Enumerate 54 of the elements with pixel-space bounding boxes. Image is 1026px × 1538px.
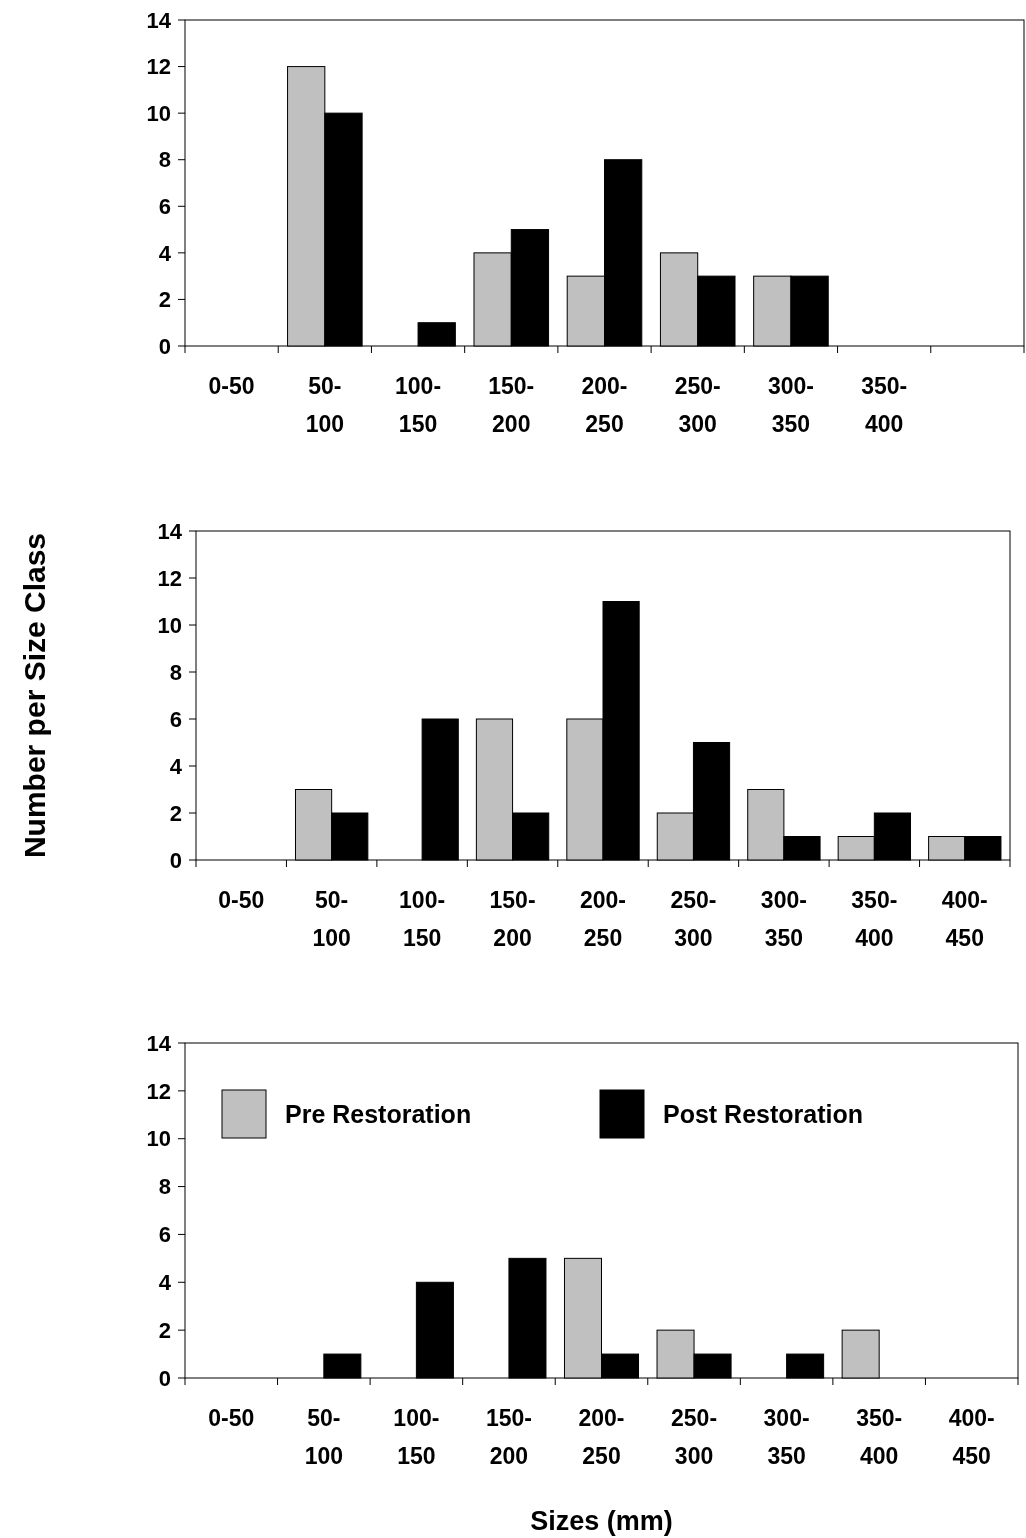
- y-tick-label: 4: [158, 1269, 172, 1295]
- y-tick-label: 8: [158, 147, 171, 173]
- x-tick-label: 50-100: [312, 887, 351, 951]
- y-tick-label: 10: [157, 612, 182, 638]
- x-tick-label: 350-400: [861, 373, 908, 437]
- legend-label: Pre Restoration: [285, 1099, 472, 1128]
- x-tick-label: 200-250: [579, 887, 627, 951]
- y-tick-label: 10: [146, 100, 171, 126]
- x-tick-label: 150-200: [485, 1405, 532, 1469]
- x-tick-label: 400-450: [941, 887, 988, 951]
- x-tick-label: 250-300: [671, 1405, 718, 1469]
- x-tick-label: 400-450: [948, 1405, 995, 1469]
- x-tick-label: 150-200: [489, 887, 536, 951]
- y-tick-label: 10: [146, 1126, 171, 1152]
- x-tick-label: 50-100: [305, 373, 345, 437]
- y-tick-label: 8: [169, 659, 182, 685]
- legend-label: Post Restoration: [663, 1099, 864, 1128]
- x-tick-label: 0-50: [208, 1405, 255, 1431]
- x-tick-label: 200-250: [578, 1405, 625, 1469]
- y-tick-label: 8: [158, 1174, 171, 1200]
- x-tick-label: 0-50: [208, 373, 255, 399]
- y-tick-label: 14: [146, 1030, 172, 1056]
- y-tick-label: 0: [158, 1365, 171, 1391]
- x-tick-label: 200-250: [581, 373, 628, 437]
- x-tick-label: 300-350: [767, 373, 814, 437]
- y-tick-label: 0: [158, 333, 171, 359]
- y-tick-label: 12: [157, 565, 182, 591]
- x-tick-label: 250-300: [674, 373, 721, 437]
- y-tick-label: 12: [146, 54, 171, 80]
- x-tick-label: 0-50: [218, 887, 265, 913]
- y-tick-label: 12: [146, 1078, 171, 1104]
- x-tick-label: 350-400: [856, 1405, 903, 1469]
- y-tick-label: 2: [158, 1317, 171, 1343]
- y-tick-label: 14: [157, 518, 183, 544]
- y-tick-label: 14: [146, 7, 172, 33]
- x-axis-title: Sizes (mm): [530, 1506, 673, 1536]
- x-tick-label: 300-350: [763, 1405, 810, 1469]
- y-axis-title: Number per Size Class: [18, 532, 51, 859]
- x-tick-label: 100-150: [395, 373, 442, 437]
- x-tick-label: 150-200: [488, 373, 535, 437]
- y-tick-label: 2: [158, 287, 171, 313]
- x-tick-label: 50-100: [304, 1405, 344, 1469]
- y-tick-label: 4: [158, 240, 172, 266]
- x-tick-label: 100-150: [399, 887, 446, 951]
- y-tick-label: 6: [158, 1222, 171, 1248]
- y-tick-label: 6: [169, 706, 182, 732]
- x-tick-label: 100-150: [393, 1405, 440, 1469]
- y-tick-label: 6: [158, 193, 171, 219]
- x-tick-label: 350-400: [851, 887, 898, 951]
- y-tick-label: 0: [169, 847, 182, 873]
- x-tick-label: 250-300: [670, 887, 717, 951]
- x-tick-label: 300-350: [760, 887, 807, 951]
- y-tick-label: 4: [169, 753, 183, 779]
- y-tick-label: 2: [169, 800, 182, 826]
